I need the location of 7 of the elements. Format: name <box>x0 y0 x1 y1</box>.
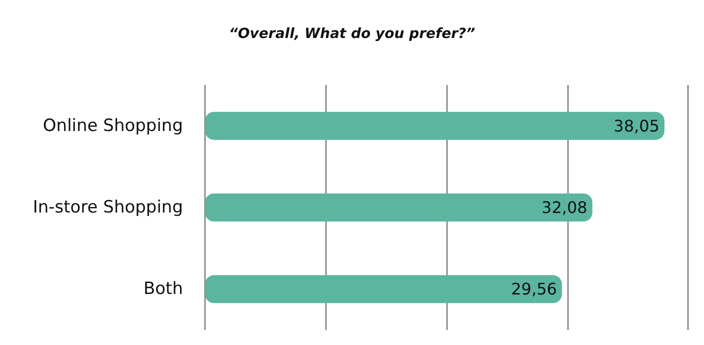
y-tick-label: Both <box>143 279 183 300</box>
y-tick-label: Online Shopping <box>42 116 183 136</box>
data-label: 32,08 <box>542 198 588 217</box>
y-tick-label: In-store Shopping <box>32 198 183 218</box>
data-label: 38,05 <box>614 116 660 136</box>
data-label: 29,56 <box>511 280 557 299</box>
chart-title: “Overall, What do you prefer?” <box>228 26 476 42</box>
